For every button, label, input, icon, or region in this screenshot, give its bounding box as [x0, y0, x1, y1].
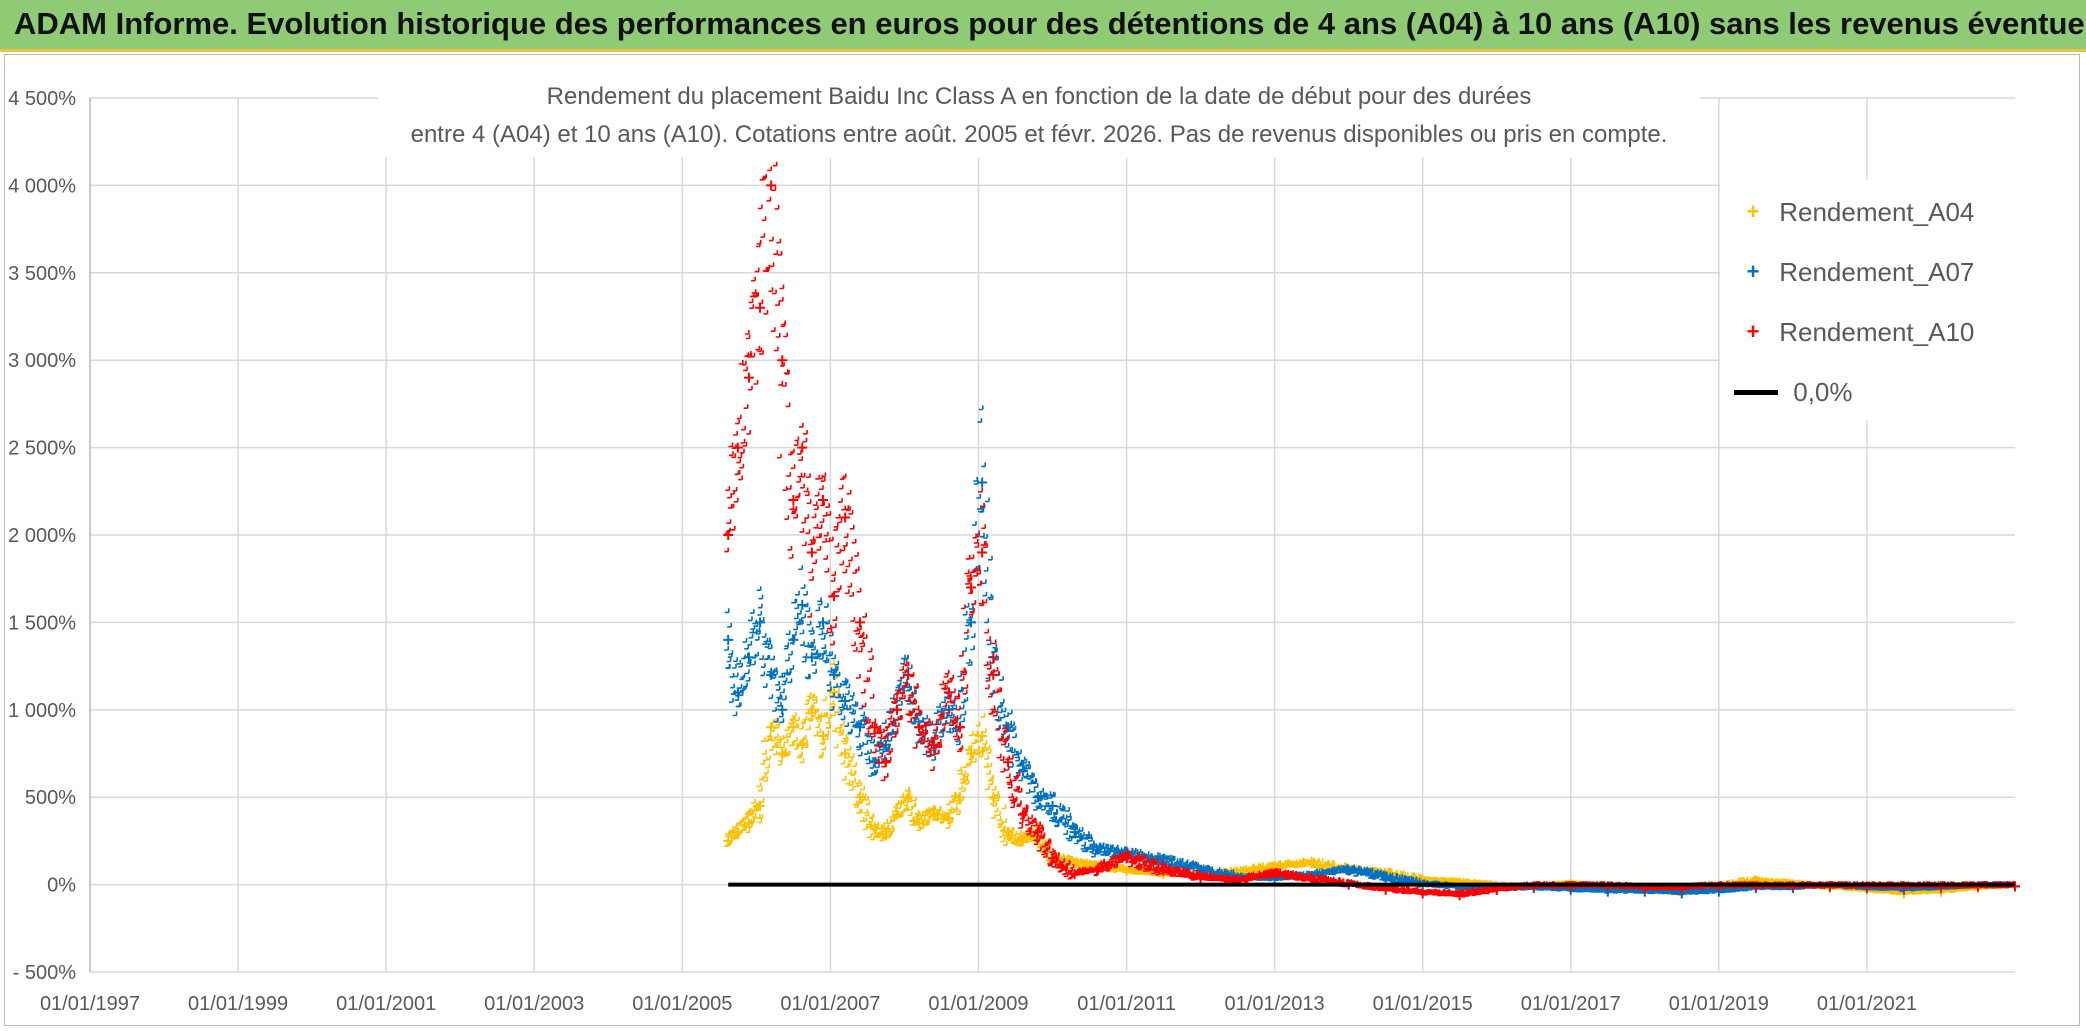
data-point: [743, 372, 754, 383]
y-tick-label: 4 000%: [8, 175, 76, 197]
legend-label-a10: Rendement_A10: [1779, 317, 1975, 348]
data-point: [766, 180, 777, 191]
data-point: [840, 512, 851, 523]
x-tick-label: 01/01/1997: [40, 993, 140, 1015]
chart-title-line-2: entre 4 (A04) et 10 ans (A10). Cotations…: [410, 121, 1668, 148]
data-point: [977, 477, 988, 488]
legend-item-zero: 0,0%: [1734, 370, 1853, 410]
data-point: [755, 302, 766, 313]
x-tick-label: 01/01/2003: [484, 993, 584, 1015]
x-tick-label: 01/01/2007: [780, 993, 880, 1015]
y-axis-labels: - 500% 0% 500% 1 000% 1 500% 2 000% 2 500% 3 00…: [8, 88, 76, 984]
y-tick-label: 0%: [47, 875, 76, 897]
data-point: [806, 547, 817, 558]
chart-title: Rendement du placement Baidu Inc Class A…: [378, 78, 1700, 158]
y-tick-label: 500%: [25, 787, 76, 809]
data-point: [777, 355, 788, 366]
data-point: [817, 495, 828, 506]
data-point: [723, 634, 734, 645]
y-tick-label: 1 000%: [8, 700, 76, 722]
x-tick-label: 01/01/2019: [1669, 993, 1769, 1015]
data-series: [723, 98, 2020, 901]
series-rendement-a04: [723, 660, 2020, 899]
x-tick-label: 01/01/2011: [1077, 993, 1176, 1015]
x-tick-label: 01/01/2001: [336, 993, 436, 1015]
x-tick-label: 01/01/2005: [632, 993, 732, 1015]
x-tick-label: 01/01/2017: [1521, 993, 1621, 1015]
data-cloud: [724, 660, 2016, 897]
x-tick-label: 01/01/2013: [1225, 993, 1325, 1015]
legend-label-a07: Rendement_A07: [1779, 257, 1975, 288]
data-point: [855, 617, 865, 628]
report-banner: ADAM Informe. Evolution historique des p…: [0, 0, 2086, 52]
legend-item-a04: + Rendement_A04: [1738, 190, 1975, 230]
x-tick-label: 01/01/1999: [188, 993, 288, 1015]
x-tick-label: 01/01/2009: [928, 993, 1028, 1015]
x-axis-labels: 01/01/1997 01/01/1999 01/01/2001 01/01/2003…: [40, 993, 1917, 1015]
x-tick-label: 01/01/2021: [1817, 993, 1917, 1015]
legend-item-a07: + Rendement_A07: [1738, 250, 1975, 290]
legend-label-zero: 0,0%: [1793, 377, 1853, 408]
chart-title-line-1: Rendement du placement Baidu Inc Class A…: [546, 83, 1532, 110]
legend: + Rendement_A04 + Rendement_A07 + Rendem…: [1720, 180, 2020, 420]
data-point: [797, 442, 808, 453]
data-point: [966, 582, 977, 593]
chart-frame: [4, 54, 2080, 1026]
report-title: ADAM Informe. Evolution historique des p…: [14, 6, 2086, 41]
legend-marker-a07: +: [1746, 259, 1760, 285]
y-tick-label: 1 500%: [8, 612, 76, 634]
data-point: [977, 547, 988, 558]
legend-label-a04: Rendement_A04: [1779, 197, 1975, 228]
legend-marker-a10: +: [1746, 319, 1760, 345]
legend-marker-zero: [1734, 389, 1778, 395]
data-point: [788, 495, 799, 506]
legend-marker-a04: +: [1746, 199, 1760, 225]
y-tick-label: 3 500%: [8, 263, 76, 285]
legend-item-a10: + Rendement_A10: [1738, 310, 1975, 350]
x-tick-label: 01/01/2015: [1373, 993, 1473, 1015]
y-tick-label: - 500%: [13, 962, 77, 984]
y-tick-label: 2 000%: [8, 525, 76, 547]
y-tick-label: 3 000%: [8, 350, 76, 372]
y-tick-label: 2 500%: [8, 438, 76, 460]
y-tick-label: 4 500%: [8, 88, 76, 110]
